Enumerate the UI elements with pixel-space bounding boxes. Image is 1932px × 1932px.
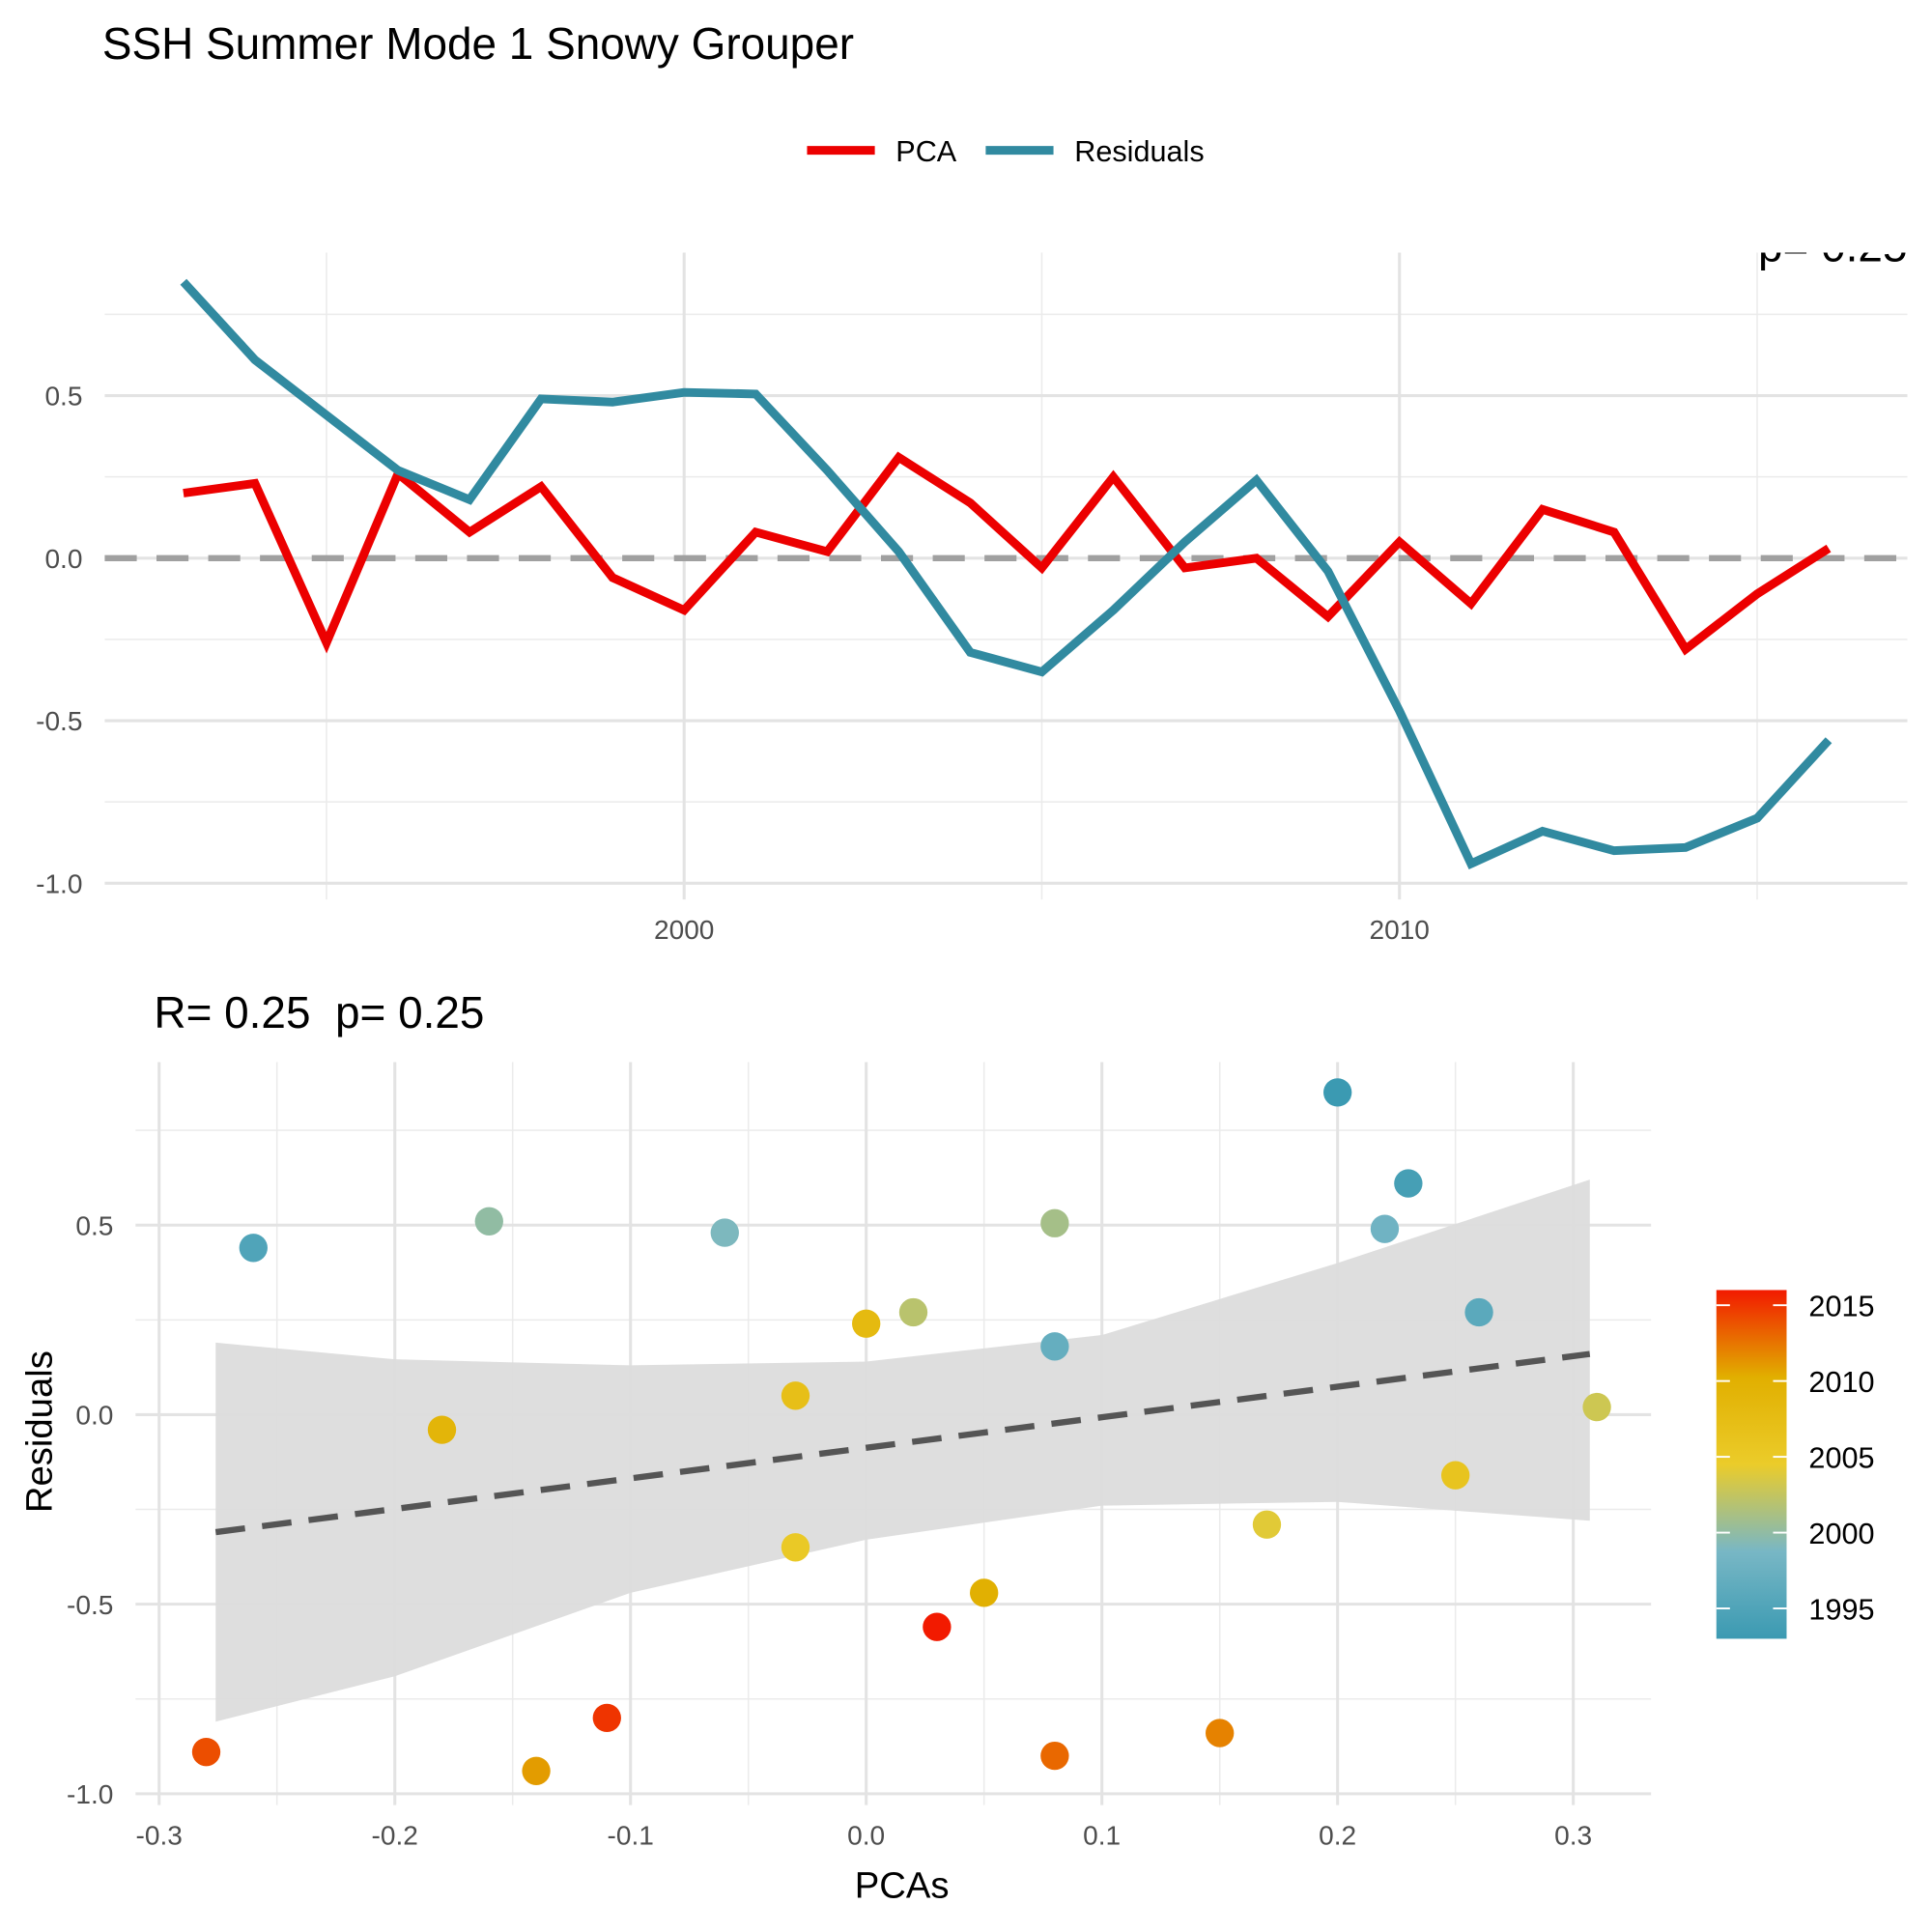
point xyxy=(1582,1392,1611,1422)
point xyxy=(923,1612,952,1641)
point xyxy=(592,1703,621,1733)
x-tick-label: 0.1 xyxy=(1083,1820,1121,1850)
point xyxy=(898,1297,928,1327)
point xyxy=(1323,1078,1352,1107)
y-tick-label: -1.0 xyxy=(67,1779,113,1809)
point xyxy=(191,1738,221,1767)
point xyxy=(1206,1719,1235,1747)
point xyxy=(970,1578,999,1607)
colorbar-label: 2005 xyxy=(1808,1442,1874,1475)
colorbar-label: 2000 xyxy=(1808,1518,1874,1550)
x-tick-label: 0.2 xyxy=(1319,1820,1356,1850)
point xyxy=(1370,1214,1400,1243)
series-line xyxy=(180,278,1833,869)
confidence-band xyxy=(215,1179,1590,1722)
point xyxy=(1040,1208,1069,1237)
point xyxy=(474,1207,503,1236)
y-tick-label: 0.0 xyxy=(44,544,82,574)
chart-title: SSH Summer Mode 1 Snowy Grouper xyxy=(102,18,854,69)
x-tick-label: -0.2 xyxy=(372,1820,418,1850)
y-tick-label: 0.5 xyxy=(44,382,82,412)
point xyxy=(522,1756,551,1785)
x-tick-label: 0.3 xyxy=(1554,1820,1592,1850)
y-tick-label: 0.0 xyxy=(75,1401,113,1431)
point xyxy=(781,1381,810,1410)
y-axis-title: Residuals xyxy=(19,1350,61,1513)
x-tick-label: 2010 xyxy=(1370,915,1430,945)
colorbar-label: 2010 xyxy=(1808,1366,1874,1399)
point xyxy=(1441,1461,1470,1490)
legend-label: PCA xyxy=(895,135,957,168)
point xyxy=(1040,1332,1069,1361)
y-tick-label: -0.5 xyxy=(67,1590,113,1620)
point xyxy=(1252,1510,1282,1539)
colorbar-label: 2015 xyxy=(1808,1291,1874,1323)
colorbar xyxy=(1716,1290,1787,1639)
y-tick-label: 0.5 xyxy=(75,1210,113,1240)
annotation: p= 0.25 xyxy=(1758,220,1907,270)
series-line xyxy=(183,451,1832,656)
subtitle: R= 0.25 p= 0.25 xyxy=(154,987,484,1037)
colorbar-label: 1995 xyxy=(1808,1594,1874,1627)
y-tick-label: -1.0 xyxy=(36,869,82,899)
point xyxy=(1040,1741,1069,1771)
point xyxy=(852,1309,881,1338)
point xyxy=(239,1234,268,1263)
x-tick-label: -0.1 xyxy=(608,1820,654,1850)
point xyxy=(710,1218,739,1247)
y-tick-label: -0.5 xyxy=(36,706,82,736)
point xyxy=(1394,1169,1423,1198)
x-axis-title: PCAs xyxy=(855,1864,950,1906)
point xyxy=(1464,1297,1493,1327)
legend-label: Residuals xyxy=(1074,135,1204,168)
x-tick-label: 0.0 xyxy=(847,1820,885,1850)
x-tick-label: 2000 xyxy=(654,915,714,945)
point xyxy=(781,1533,810,1562)
x-tick-label: -0.3 xyxy=(136,1820,183,1850)
point xyxy=(427,1415,457,1444)
